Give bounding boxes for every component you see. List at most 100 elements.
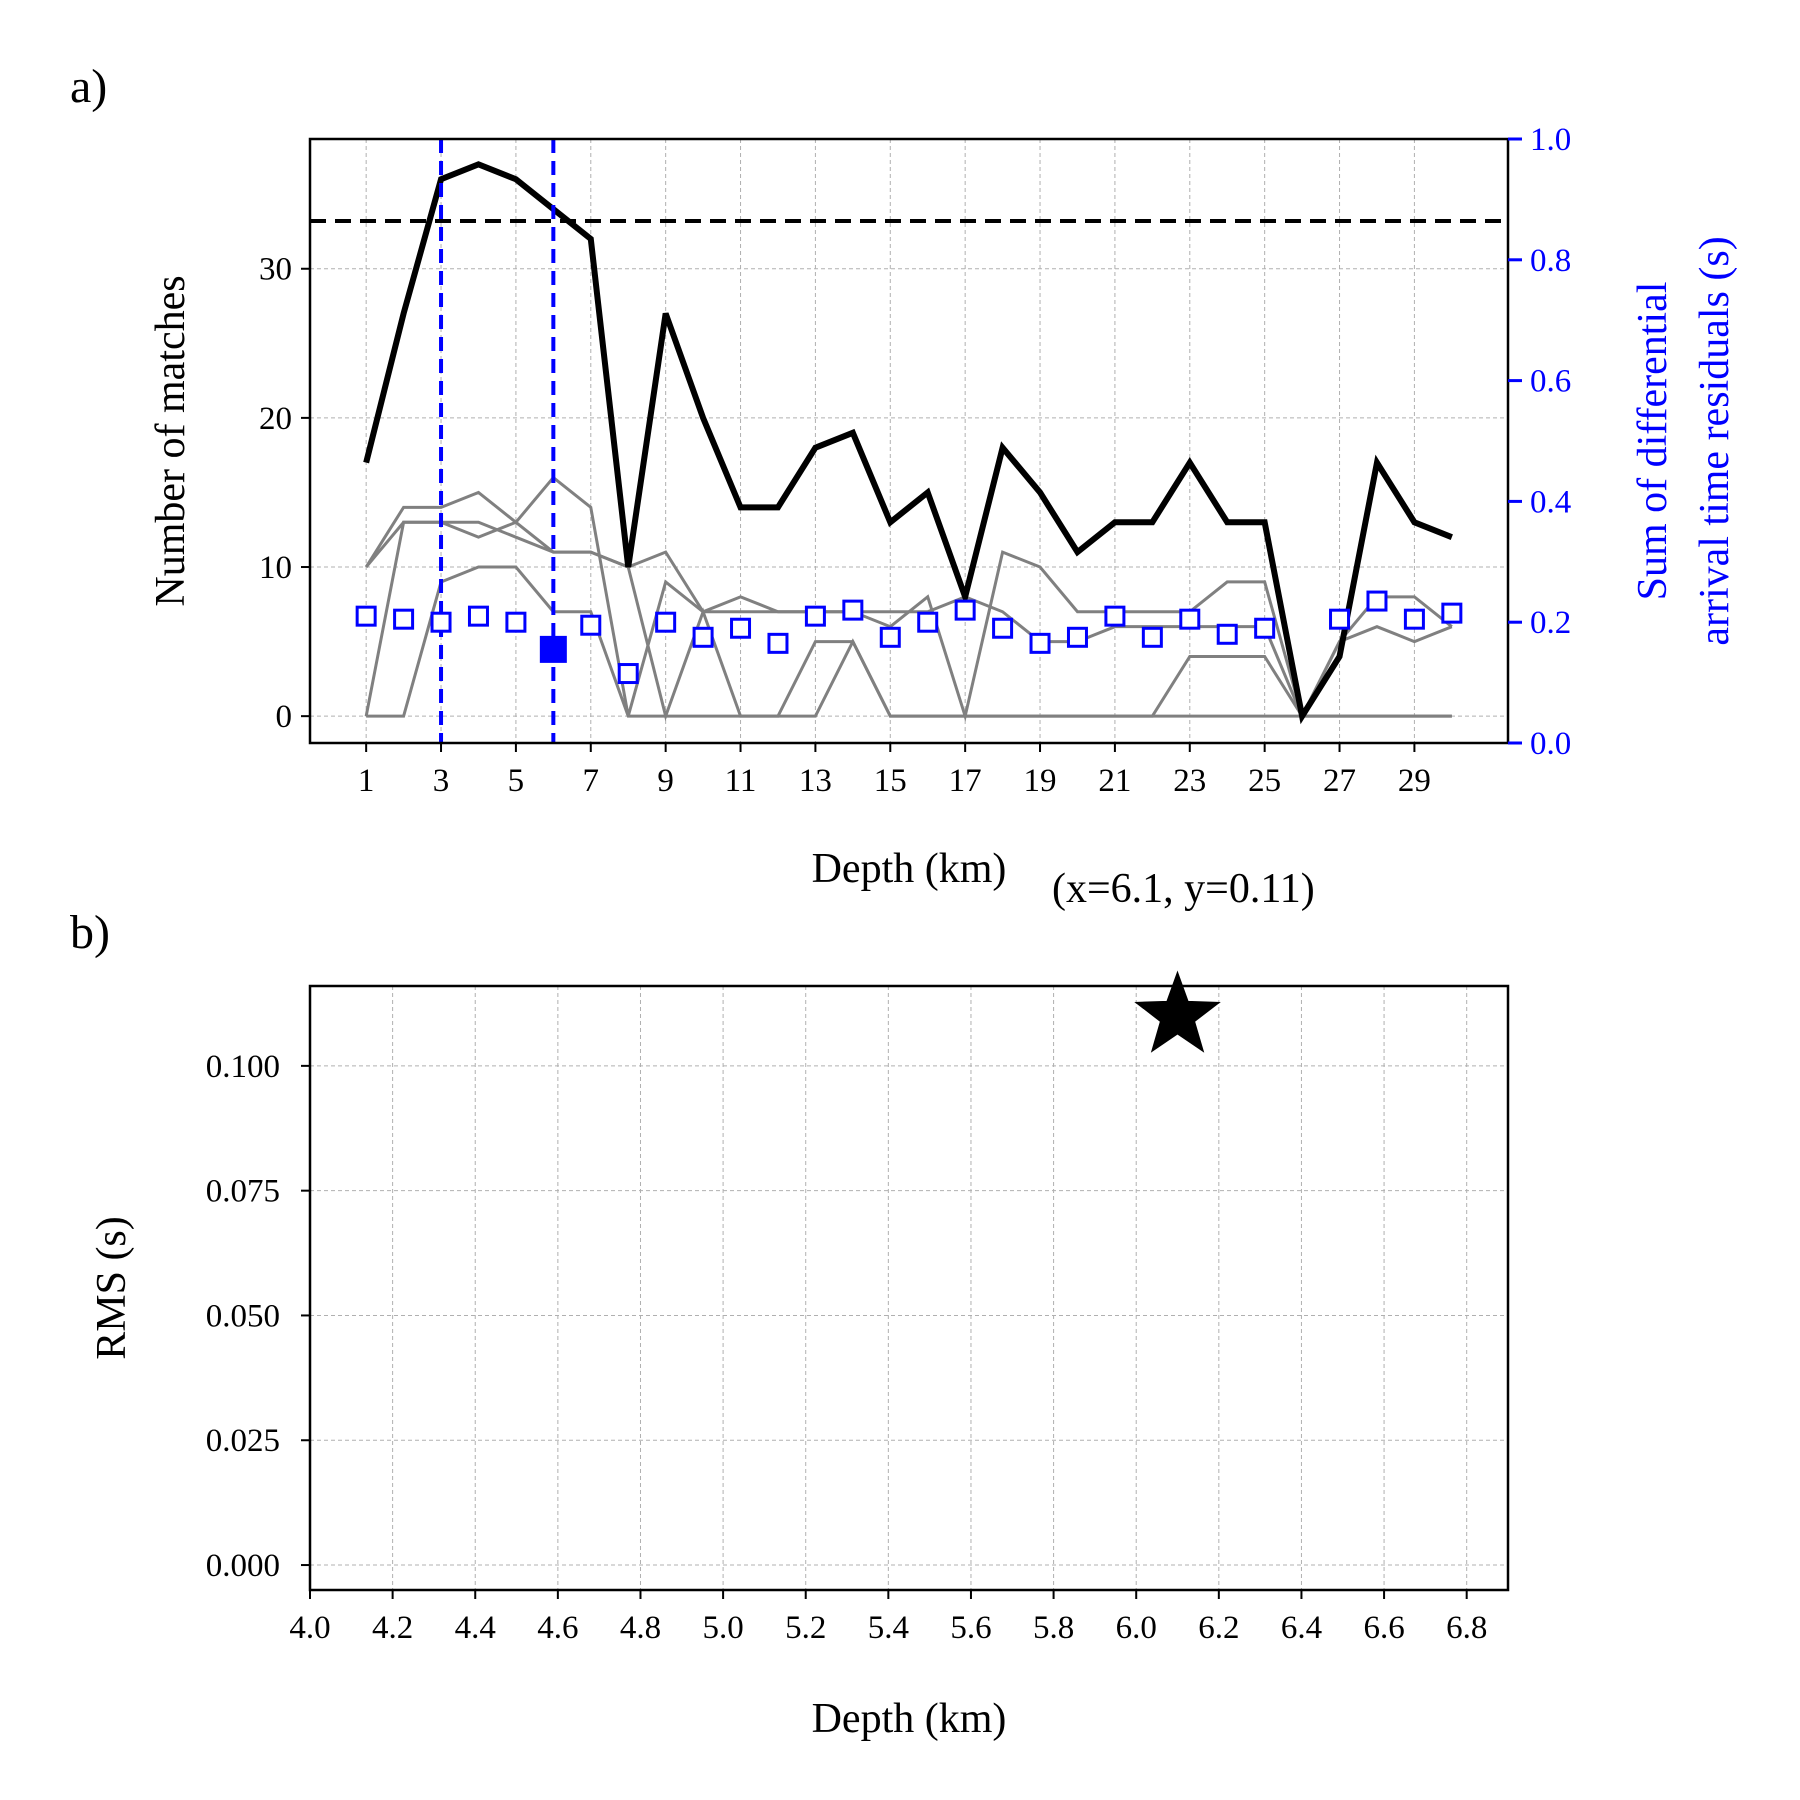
residual-marker bbox=[917, 611, 939, 633]
panel-a-y2-axis-label-line2: arrival time residuals (s) bbox=[1692, 236, 1738, 645]
y-tick-label: 0.000 bbox=[206, 1548, 280, 1584]
residual-marker bbox=[655, 611, 677, 633]
panel-b-x-axis-label: Depth (km) bbox=[812, 1696, 1007, 1742]
x-tick-label: 9 bbox=[657, 763, 674, 799]
x-tick-label: 1 bbox=[358, 763, 375, 799]
x-tick-label: 5.6 bbox=[950, 1610, 991, 1646]
star-marker bbox=[1134, 970, 1221, 1053]
y-tick-label: 30 bbox=[259, 252, 292, 288]
y-tick-label: 0 bbox=[276, 699, 293, 735]
residual-marker bbox=[1029, 632, 1051, 654]
residual-marker bbox=[1366, 590, 1388, 612]
x-tick-label: 23 bbox=[1173, 763, 1206, 799]
x-tick-label: 25 bbox=[1248, 763, 1281, 799]
x-tick-label: 3 bbox=[433, 763, 450, 799]
y2-tick-label: 0.4 bbox=[1530, 484, 1571, 520]
panel-a-grid bbox=[310, 139, 1508, 743]
x-tick-label: 4.8 bbox=[620, 1610, 661, 1646]
y-tick-label: 10 bbox=[259, 550, 292, 586]
panel-a-y2-axis-label-line1: Sum of differential bbox=[1630, 282, 1676, 601]
x-tick-label: 19 bbox=[1024, 763, 1057, 799]
panel-b-x-ticks: 4.0 4.2 4.4 4.6 4.8 5.0 5.2 5.4 5.6 5.8 6.0 6.2 6.4 6… bbox=[289, 1590, 1487, 1646]
x-tick-label: 4.6 bbox=[537, 1610, 578, 1646]
residual-marker bbox=[730, 617, 752, 639]
x-tick-label: 4.0 bbox=[289, 1610, 330, 1646]
panel-a-annotation: (x=6.1, y=0.11) bbox=[1052, 866, 1315, 912]
residual-marker bbox=[430, 611, 452, 633]
panel-a-residual-markers bbox=[355, 590, 1463, 685]
x-tick-label: 4.2 bbox=[372, 1610, 413, 1646]
x-tick-label: 4.4 bbox=[455, 1610, 496, 1646]
residual-marker bbox=[767, 632, 789, 654]
y2-tick-label: 0.0 bbox=[1530, 726, 1571, 762]
residual-marker bbox=[505, 611, 527, 633]
residual-marker bbox=[879, 626, 901, 648]
y2-tick-label: 0.8 bbox=[1530, 243, 1571, 279]
residual-marker bbox=[617, 663, 639, 685]
panel-b-frame bbox=[308, 984, 1510, 1592]
residual-marker bbox=[992, 617, 1014, 639]
x-tick-label: 29 bbox=[1398, 763, 1431, 799]
panel-b-letter: b) bbox=[70, 906, 110, 959]
residual-marker bbox=[1329, 608, 1351, 630]
x-tick-label: 6.6 bbox=[1363, 1610, 1404, 1646]
component-series-line bbox=[366, 565, 1452, 718]
residual-marker bbox=[1066, 626, 1088, 648]
y-tick-label: 0.025 bbox=[206, 1423, 280, 1459]
residual-marker bbox=[1141, 626, 1163, 648]
residual-marker bbox=[1104, 605, 1126, 627]
panel-a-x-ticks: 1 3 5 7 9 11 13 15 17 19 21 23 25 27 29 bbox=[358, 743, 1431, 799]
total-matches-line bbox=[363, 161, 1453, 725]
panel-a-y-axis-label: Number of matches bbox=[148, 275, 194, 606]
residual-marker bbox=[467, 605, 489, 627]
x-tick-label: 5.0 bbox=[702, 1610, 743, 1646]
x-tick-label: 6.2 bbox=[1198, 1610, 1239, 1646]
residual-marker bbox=[355, 605, 377, 627]
x-tick-label: 6.4 bbox=[1281, 1610, 1322, 1646]
panel-b: b) 4.0 4.2 4.4 4.6 4.8 5.0 5.2 5.4 5.6 5.8 6.0 6.2 6… bbox=[70, 906, 1510, 1742]
panel-b-y-ticks: 0.000 0.025 0.050 0.075 0.100 bbox=[206, 1049, 310, 1584]
x-tick-label: 27 bbox=[1323, 763, 1356, 799]
y-tick-label: 20 bbox=[259, 401, 292, 437]
panel-a-x-axis-label: Depth (km) bbox=[812, 846, 1007, 892]
best-residual-marker bbox=[539, 635, 567, 663]
x-tick-label: 5.2 bbox=[785, 1610, 826, 1646]
y2-tick-label: 1.0 bbox=[1530, 122, 1571, 158]
component-series-line bbox=[365, 475, 1453, 720]
x-tick-label: 5 bbox=[508, 763, 525, 799]
x-tick-label: 6.0 bbox=[1116, 1610, 1157, 1646]
x-tick-label: 21 bbox=[1098, 763, 1131, 799]
residual-marker bbox=[580, 614, 602, 636]
y-tick-label: 0.075 bbox=[206, 1174, 280, 1210]
x-tick-label: 17 bbox=[949, 763, 982, 799]
residual-marker bbox=[1441, 602, 1463, 624]
y-tick-label: 0.050 bbox=[206, 1298, 280, 1334]
residual-marker bbox=[954, 599, 976, 621]
panel-a-letter: a) bbox=[70, 60, 107, 113]
panel-a-y2-ticks: 0.0 0.2 0.4 0.6 0.8 1.0 bbox=[1508, 122, 1571, 762]
y2-tick-label: 0.6 bbox=[1530, 364, 1571, 400]
panel-a-y-ticks: 0 10 20 30 bbox=[259, 252, 310, 735]
panel-b-points bbox=[1134, 970, 1221, 1053]
panel-b-y-axis-label: RMS (s) bbox=[89, 1216, 135, 1360]
residual-marker bbox=[842, 599, 864, 621]
x-tick-label: 11 bbox=[725, 763, 757, 799]
residual-marker bbox=[1179, 608, 1201, 630]
residual-marker bbox=[393, 608, 415, 630]
residual-marker bbox=[692, 626, 714, 648]
panel-a-lines bbox=[310, 139, 1508, 743]
x-tick-label: 15 bbox=[874, 763, 907, 799]
x-tick-label: 6.8 bbox=[1446, 1610, 1487, 1646]
residual-marker bbox=[804, 605, 826, 627]
x-tick-label: 7 bbox=[583, 763, 600, 799]
residual-marker bbox=[1254, 617, 1276, 639]
y2-tick-label: 0.2 bbox=[1530, 605, 1571, 641]
y-tick-label: 0.100 bbox=[206, 1049, 280, 1085]
panel-b-grid bbox=[309, 986, 1508, 1590]
panel-a-frame bbox=[308, 137, 1510, 745]
residual-marker bbox=[1403, 608, 1425, 630]
residual-marker bbox=[1216, 623, 1238, 645]
x-tick-label: 5.4 bbox=[868, 1610, 909, 1646]
